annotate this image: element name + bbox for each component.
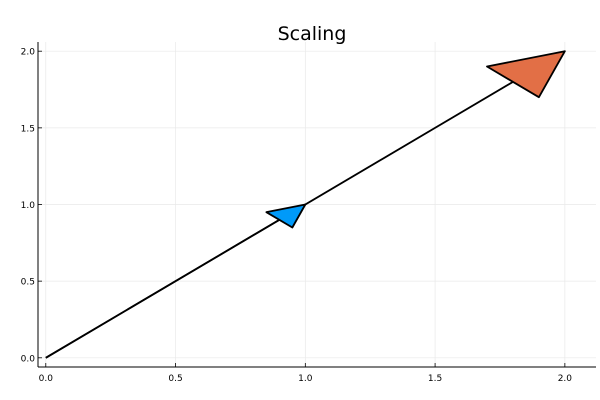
grid [38, 42, 596, 367]
tick-labels: 0.0 0.5 1.0 1.5 2.0 0.0 0.5 1.0 1.5 2.0 [21, 48, 573, 384]
x-tick-label-4: 2.0 [558, 374, 573, 384]
y-tick-label-1: 0.5 [21, 278, 35, 288]
series-line-1 [45, 203, 306, 359]
x-tick-label-1: 0.5 [168, 374, 182, 384]
axes [37, 42, 596, 368]
chart-title: Scaling [278, 23, 347, 45]
arrowhead-1 [265, 203, 307, 229]
y-tick-label-0: 0.0 [21, 354, 36, 364]
arrowhead-0 [486, 50, 566, 99]
y-tick-label-2: 1.0 [21, 201, 36, 211]
x-tick-label-2: 1.0 [298, 374, 313, 384]
y-tick-label-3: 1.5 [21, 124, 35, 134]
y-tick-label-4: 2.0 [21, 48, 36, 58]
series-layer [45, 50, 566, 359]
x-tick-label-0: 0.0 [39, 374, 54, 384]
x-tick-label-3: 1.5 [428, 374, 442, 384]
